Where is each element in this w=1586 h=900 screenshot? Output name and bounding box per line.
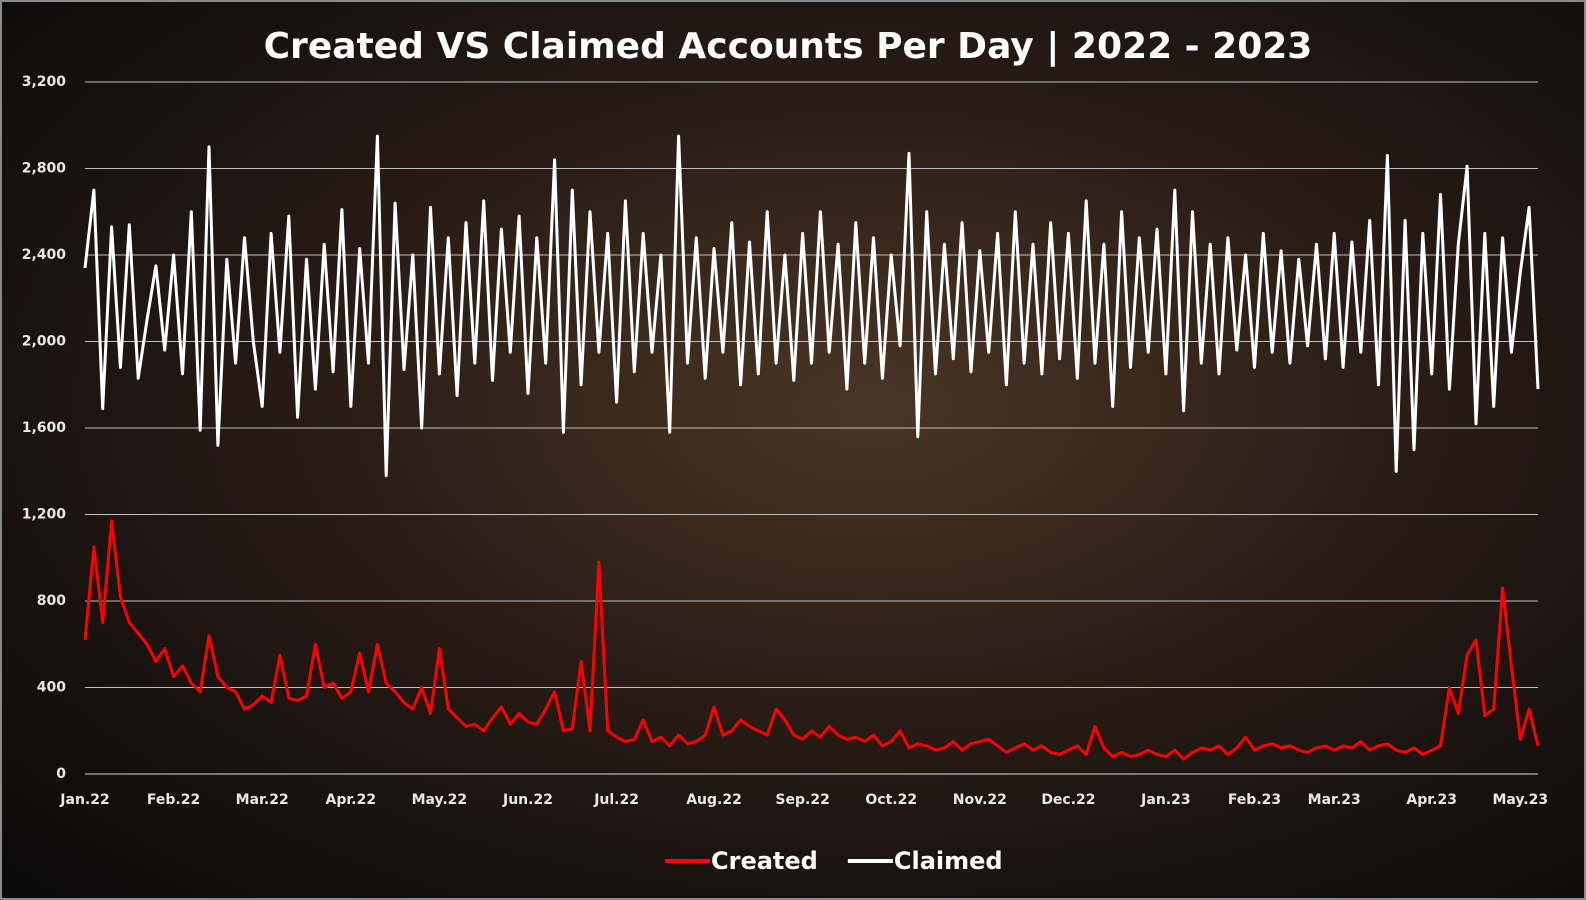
x-tick-label: Jan.23 [1140,792,1190,808]
x-tick-label: Nov.22 [953,792,1007,808]
y-tick-label: 1,200 [22,507,67,523]
line-series [83,519,1540,761]
chart-title: Created VS Claimed Accounts Per Day | 20… [264,26,1313,67]
y-tick-label: 800 [37,593,66,609]
x-tick-label: May.23 [1492,792,1548,808]
legend-label: Created [711,847,818,875]
y-tick-label: 400 [37,680,66,696]
line-series [83,134,1540,478]
legend-label: Claimed [894,847,1003,875]
x-tick-label: Jan.22 [59,792,109,808]
y-tick-label: 2,400 [22,247,67,263]
x-tick-label: Feb.22 [147,792,200,808]
x-tick-label: Aug.22 [686,792,742,808]
y-tick-label: 1,600 [22,420,67,436]
x-tick-label: Dec.22 [1041,792,1095,808]
x-tick-label: Mar.22 [236,792,289,808]
x-tick-label: Oct.22 [865,792,917,808]
y-tick-label: 2,000 [22,334,67,350]
y-tick-label: 3,200 [22,74,67,90]
x-tick-label: Sep.22 [775,792,829,808]
y-tick-label: 0 [56,766,66,782]
y-tick-label: 2,800 [22,161,67,177]
x-tick-label: Feb.23 [1228,792,1281,808]
x-tick-label: Apr.23 [1406,792,1457,808]
x-tick-label: May.22 [412,792,468,808]
x-tick-label: Apr.22 [326,792,377,808]
x-tick-label: Jul.22 [593,792,639,808]
x-tick-label: Jun.22 [502,792,553,808]
x-tick-label: Mar.23 [1308,792,1361,808]
